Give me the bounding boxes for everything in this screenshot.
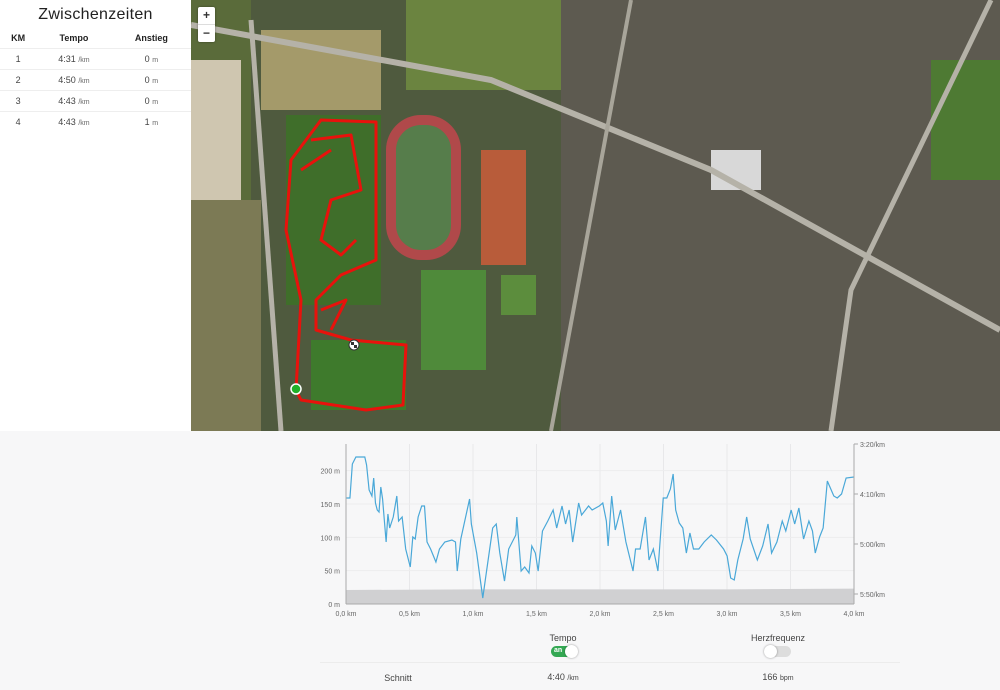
split-tempo-value: 4:31 [58, 54, 76, 64]
split-anstieg-value: 1 [144, 117, 150, 127]
tempo-toggle[interactable]: an [551, 645, 578, 658]
split-row: 4 4:43 /km 1 m [0, 111, 191, 132]
route-path [284, 118, 408, 412]
split-anstieg: 1 m [111, 111, 191, 132]
summary-hr-value: 166 [762, 672, 778, 682]
y-left-tick-label: 200 m [321, 469, 341, 476]
split-tempo-unit: /km [78, 57, 90, 64]
toggle-knob [565, 645, 578, 658]
split-km: 4 [0, 111, 37, 132]
split-anstieg-unit: m [152, 57, 159, 64]
start-marker [290, 383, 302, 395]
tempo-toggle-state: an [554, 647, 563, 654]
split-anstieg: 0 m [111, 90, 191, 112]
split-km: 1 [0, 48, 37, 70]
y-left-tick-label: 0 m [328, 602, 340, 609]
split-tempo: 4:43 /km [36, 90, 112, 112]
split-row: 2 4:50 /km 0 m [0, 69, 191, 91]
split-tempo-unit: /km [78, 78, 90, 85]
column-header-km: KM [11, 33, 26, 43]
toggle-knob [764, 645, 777, 658]
y-right-tick-label: 3:20/km [860, 442, 885, 449]
splits-panel: Zwischenzeiten KM Tempo Anstieg 1 4:31 /… [0, 0, 191, 431]
split-tempo: 4:43 /km [36, 111, 112, 132]
split-tempo-unit: /km [78, 120, 90, 127]
route-map[interactable] [191, 0, 1000, 431]
zoom-out-button[interactable]: − [198, 24, 215, 42]
split-tempo-unit: /km [78, 99, 90, 106]
summary-tempo: 4:40 /km [530, 672, 596, 682]
split-km: 2 [0, 69, 37, 91]
y-left-tick-label: 50 m [324, 569, 340, 576]
elevation-area [346, 588, 854, 604]
checkered-flag-icon [348, 339, 360, 351]
split-anstieg-value: 0 [144, 75, 150, 85]
summary-label: Schnitt [384, 673, 412, 683]
split-tempo-value: 4:50 [58, 75, 76, 85]
split-row: 1 4:31 /km 0 m [0, 48, 191, 70]
split-row: 3 4:43 /km 0 m [0, 90, 191, 112]
split-anstieg: 0 m [111, 69, 191, 91]
split-km: 3 [0, 90, 37, 112]
summary-tempo-unit: /km [567, 675, 579, 682]
split-tempo: 4:50 /km [36, 69, 112, 91]
split-anstieg-unit: m [152, 78, 159, 85]
herzfrequenz-toggle-label: Herzfrequenz [750, 633, 806, 643]
summary-tempo-value: 4:40 [547, 672, 565, 682]
y-left-tick-label: 150 m [321, 502, 341, 509]
zoom-control: + − [198, 7, 215, 42]
split-anstieg-unit: m [152, 120, 159, 127]
split-tempo-value: 4:43 [58, 96, 76, 106]
summary-hr-unit: bpm [779, 675, 794, 682]
y-right-tick-label: 5:50/km [860, 592, 885, 599]
pace-elevation-chart: 0,0 km 0,5 km 1,0 km 1,5 km 2,0 km 2,5 km 3,0 … [321, 442, 886, 618]
column-header-tempo: Tempo [59, 33, 89, 43]
split-anstieg: 0 m [111, 48, 191, 70]
divider [320, 662, 900, 663]
y-right-tick-label: 5:00/km [860, 542, 885, 549]
x-tick-label: 1,0 km [462, 611, 483, 618]
split-anstieg-unit: m [152, 99, 159, 106]
split-tempo-value: 4:43 [58, 117, 76, 127]
herzfrequenz-toggle[interactable] [764, 645, 791, 658]
y-left-tick-label: 100 m [321, 535, 341, 542]
y-right-tick-label: 4:10/km [860, 492, 885, 499]
tempo-toggle-label: Tempo [549, 633, 577, 643]
split-anstieg-value: 0 [144, 96, 150, 106]
x-tick-label: 0,0 km [335, 611, 356, 618]
split-tempo: 4:31 /km [36, 48, 112, 70]
x-tick-label: 4,0 km [843, 611, 864, 618]
x-tick-label: 3,5 km [780, 611, 801, 618]
x-tick-label: 1,5 km [526, 611, 547, 618]
x-tick-label: 0,5 km [399, 611, 420, 618]
x-tick-label: 3,0 km [716, 611, 737, 618]
summary-hr: 166 bpm [745, 672, 811, 682]
satellite-map [191, 0, 1000, 431]
column-header-anstieg: Anstieg [134, 33, 168, 43]
splits-title: Zwischenzeiten [38, 6, 153, 23]
x-tick-label: 2,0 km [589, 611, 610, 618]
split-anstieg-value: 0 [144, 54, 150, 64]
x-tick-label: 2,5 km [653, 611, 674, 618]
zoom-in-button[interactable]: + [202, 8, 210, 22]
